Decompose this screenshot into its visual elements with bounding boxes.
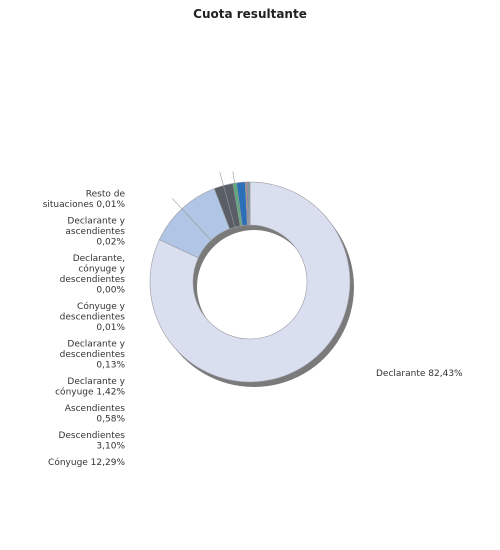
label-declarante-cónyuge-y-descendientes: Declarante, cónyuge y descendientes 0,00%	[60, 254, 126, 296]
label-declarante-y-descendientes: Declarante y descendientes 0,13%	[60, 340, 126, 371]
chart-title: Cuota resultante	[193, 7, 307, 21]
label-cónyuge: Cónyuge 12,29%	[48, 457, 125, 468]
label-descendientes: Descendientes 3,10%	[58, 431, 125, 452]
label-declarante: Declarante 82,43%	[376, 369, 463, 379]
leader-line-ascendientes	[232, 171, 242, 228]
label-ascendientes: Ascendientes 0,58%	[65, 404, 126, 425]
slice-declarante	[149, 181, 351, 383]
label-declarante-y-cónyuge: Declarante y cónyuge 1,42%	[55, 377, 126, 398]
slice-resto-de-situaciones	[248, 181, 251, 226]
leader-line-descendientes	[219, 172, 236, 230]
leader-line-conyuge	[172, 198, 213, 242]
label-resto-de-situaciones: Resto de situaciones 0,01%	[43, 190, 126, 211]
label-declarante-y-ascendientes: Declarante y ascendientes 0,02%	[65, 217, 125, 248]
label-cónyuge-y-descendientes: Cónyuge y descendientes 0,01%	[60, 301, 126, 333]
